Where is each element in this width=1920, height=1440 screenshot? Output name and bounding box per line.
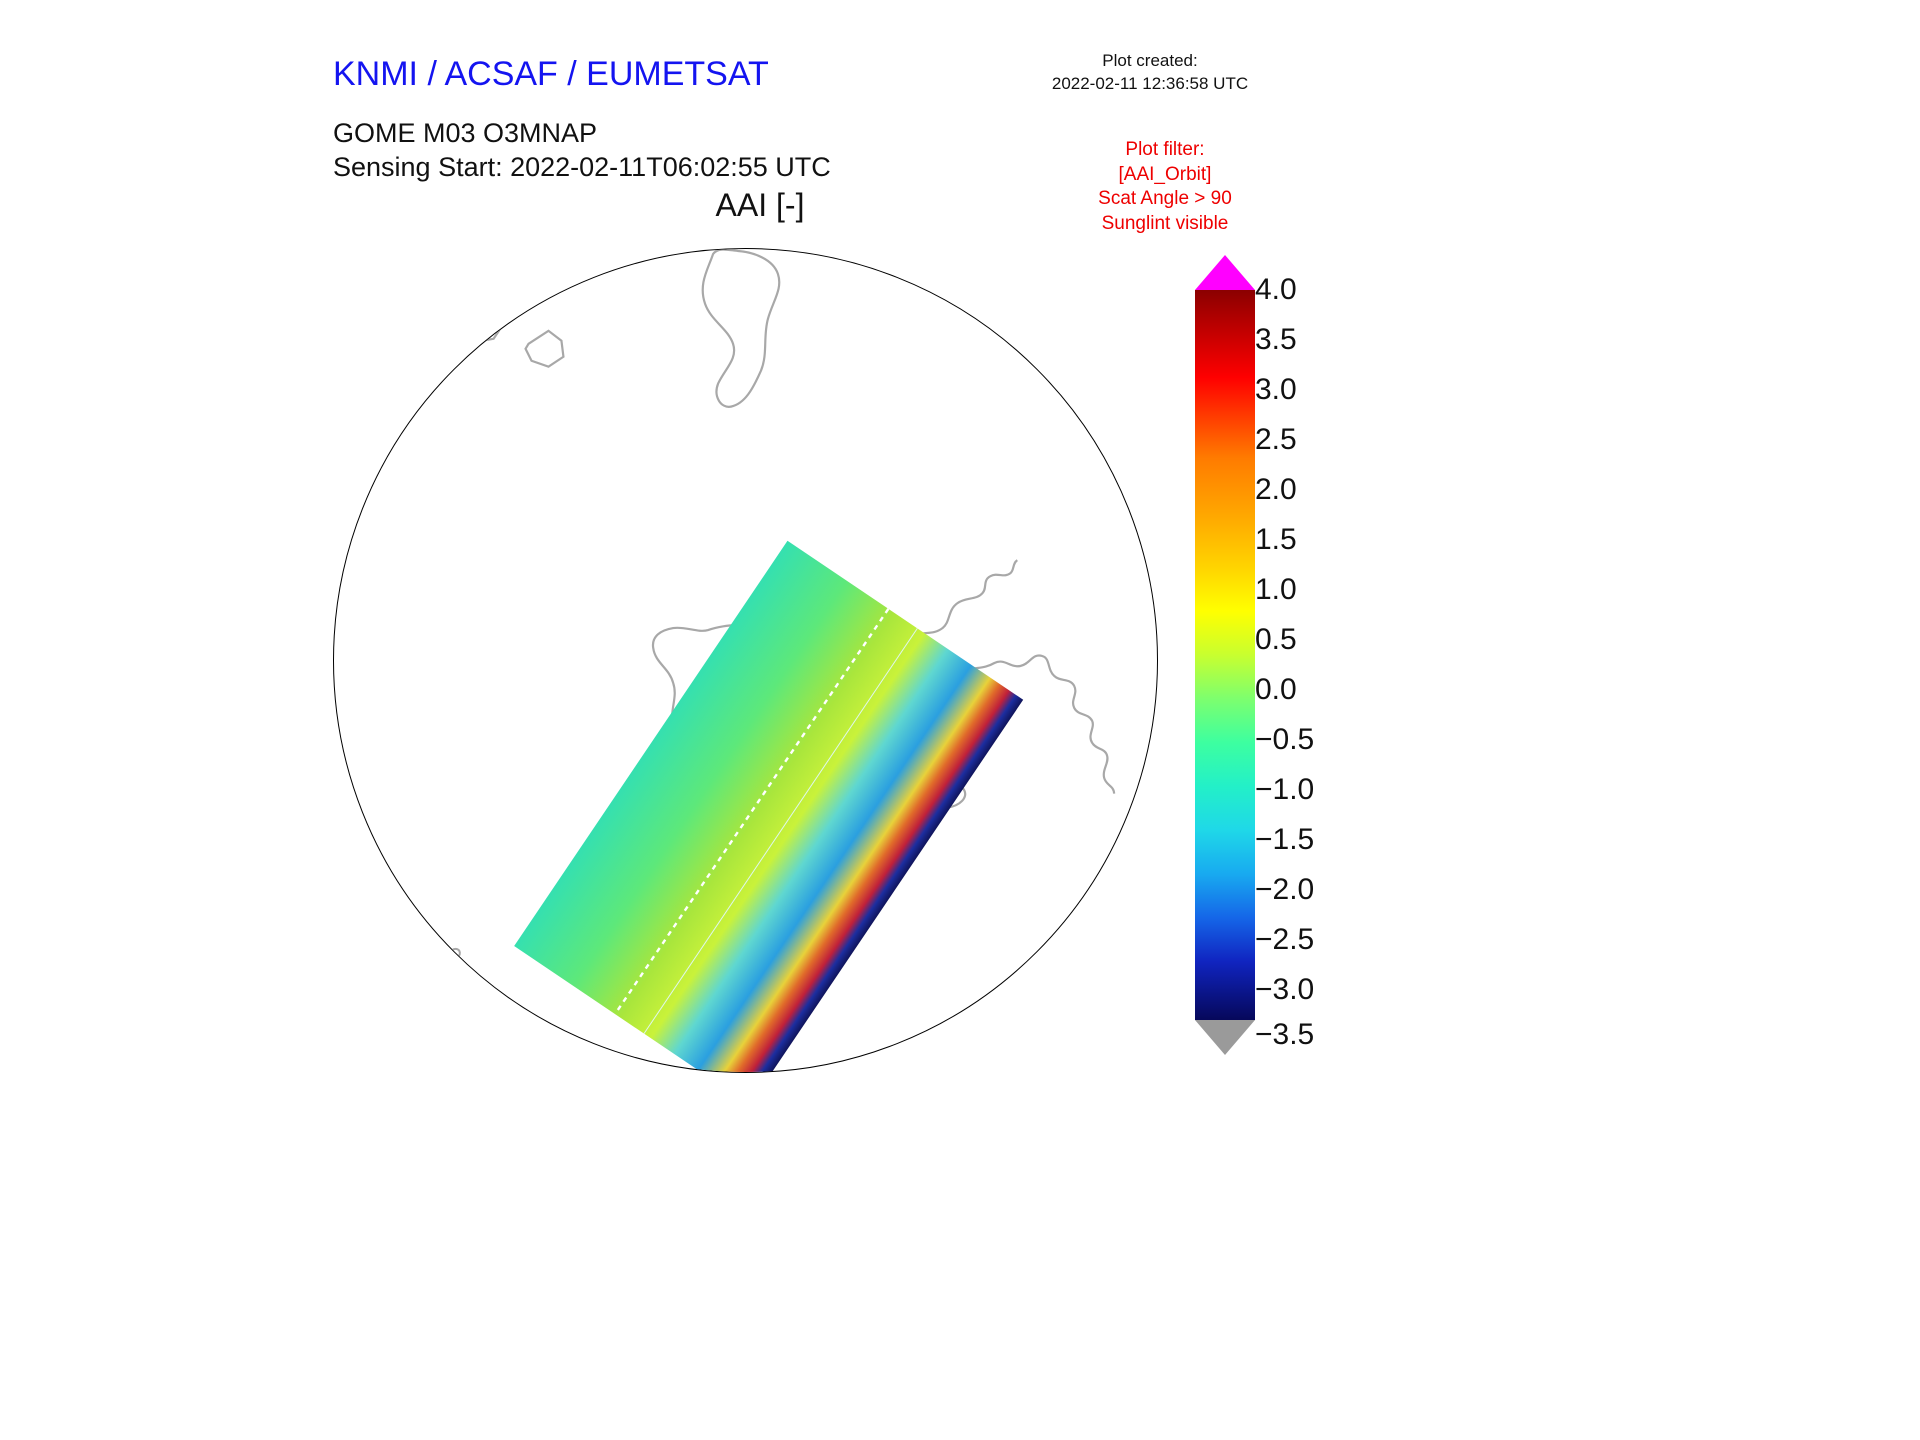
aai-axis-title: AAI [-]	[330, 187, 1190, 224]
colorbar-bottom-arrow[interactable]	[1195, 1020, 1255, 1055]
plot-created-value: 2022-02-11 12:36:58 UTC	[1000, 73, 1300, 96]
header-sensing-line: Sensing Start: 2022-02-11T06:02:55 UTC	[333, 152, 831, 183]
colorbar-tick-9: −0.5	[1255, 723, 1314, 757]
colorbar-tick-15: −3.5	[1255, 1018, 1314, 1052]
plot-filter-line-0: [AAI_Orbit]	[1015, 163, 1315, 188]
colorbar-svg[interactable]	[1195, 255, 1255, 1060]
colorbar-gradient[interactable]	[1195, 255, 1255, 1060]
plot-filter-label: Plot filter:	[1015, 138, 1315, 163]
colorbar-tick-8: 0.0	[1255, 673, 1297, 707]
colorbar-tick-12: −2.0	[1255, 873, 1314, 907]
globe-circle-boundary	[333, 248, 1158, 1073]
header-instrument-line: GOME M03 O3MNAP	[333, 118, 597, 149]
colorbar-tick-5: 1.5	[1255, 523, 1297, 557]
plot-created-label: Plot created:	[1000, 50, 1300, 73]
coastline-and-swath-svg	[334, 249, 1157, 1072]
colorbar-tick-14: −3.0	[1255, 973, 1314, 1007]
header-org-title: KNMI / ACSAF / EUMETSAT	[333, 55, 769, 94]
colorbar-tick-3: 2.5	[1255, 423, 1297, 457]
colorbar-tick-6: 1.0	[1255, 573, 1297, 607]
polar-globe-plot	[333, 248, 1158, 1073]
colorbar-tick-1: 3.5	[1255, 323, 1297, 357]
colorbar-tick-labels: 4.0 3.5 3.0 2.5 2.0 1.5 1.0 0.5 0.0 −0.5…	[1255, 255, 1395, 1060]
colorbar-gradient-bar[interactable]	[1195, 290, 1255, 1020]
plot-created-box: Plot created: 2022-02-11 12:36:58 UTC	[1000, 50, 1300, 96]
colorbar-tick-2: 3.0	[1255, 373, 1297, 407]
colorbar-tick-4: 2.0	[1255, 473, 1297, 507]
colorbar-tick-7: 0.5	[1255, 623, 1297, 657]
colorbar-tick-10: −1.0	[1255, 773, 1314, 807]
colorbar-tick-13: −2.5	[1255, 923, 1314, 957]
colorbar-top-arrow[interactable]	[1195, 255, 1255, 290]
colorbar-tick-0: 4.0	[1255, 273, 1297, 307]
colorbar-tick-11: −1.5	[1255, 823, 1314, 857]
